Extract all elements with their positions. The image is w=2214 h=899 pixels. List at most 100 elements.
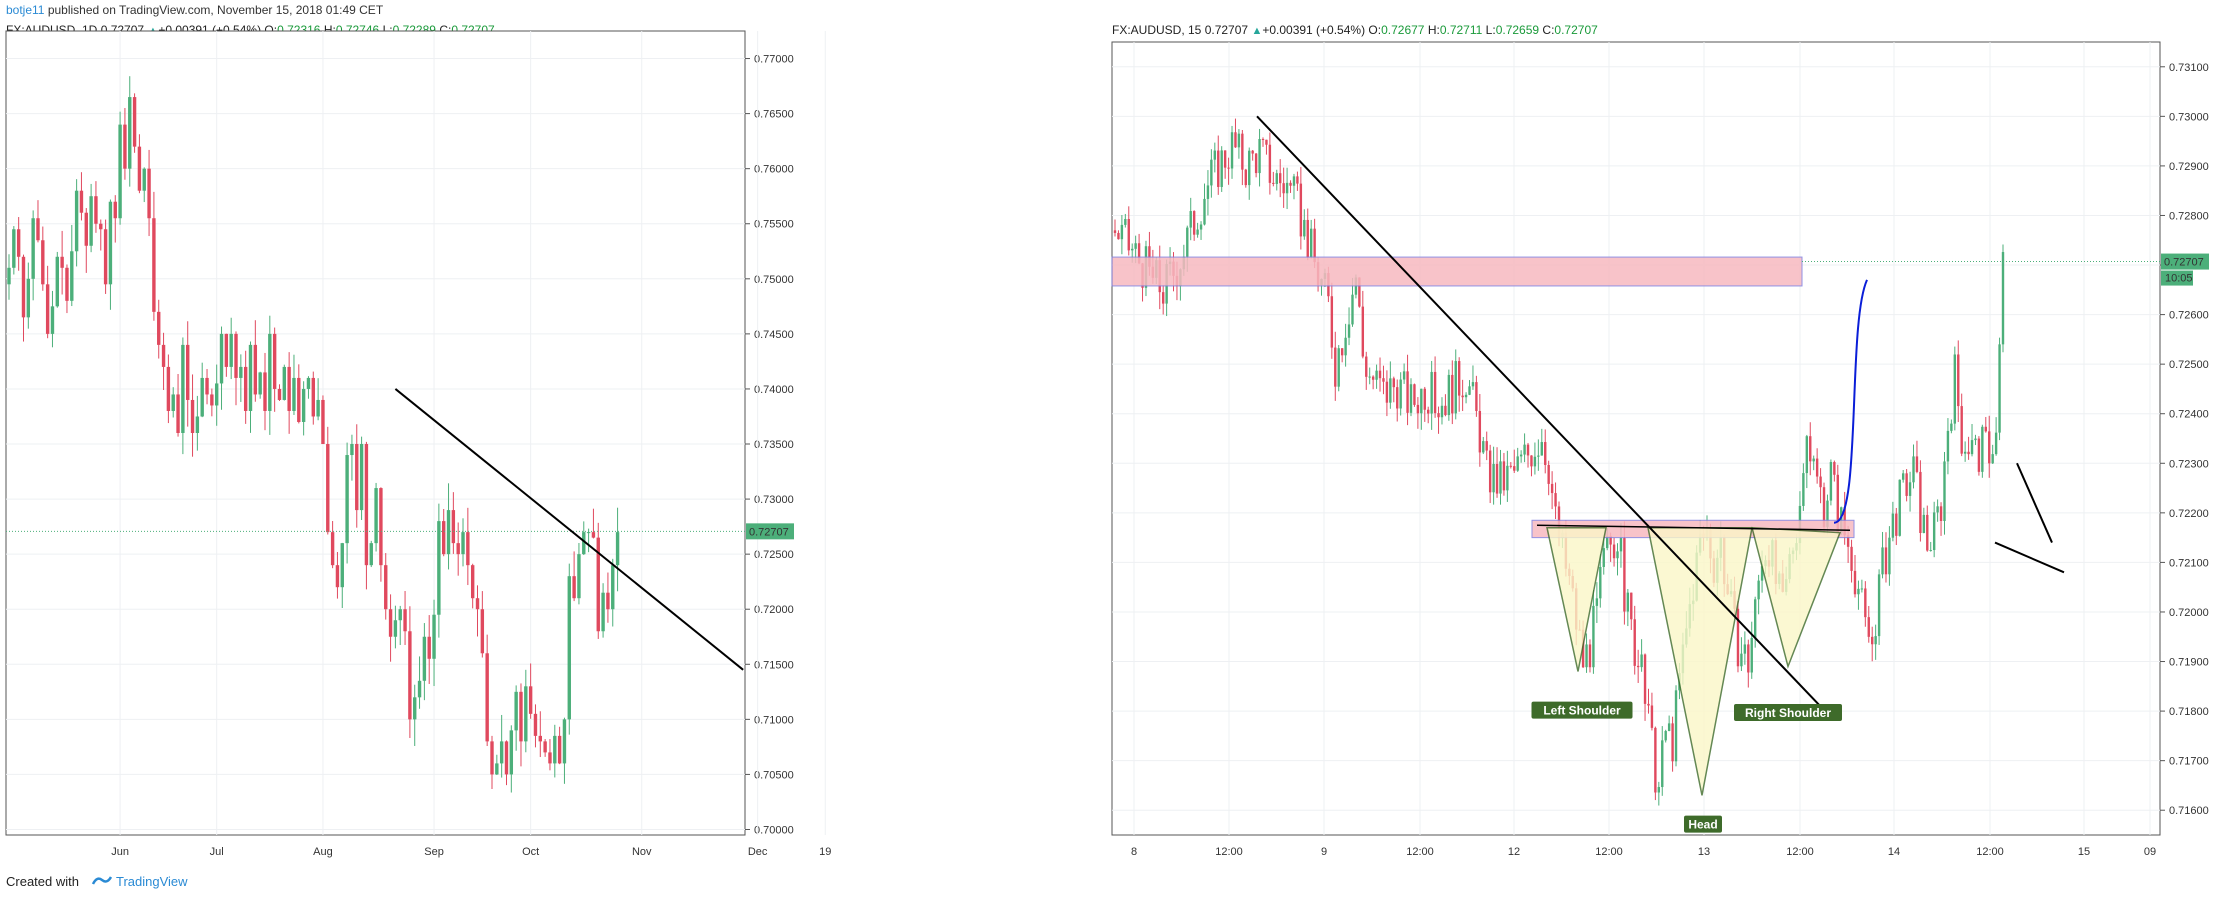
daily-candle: [190, 399, 195, 433]
intraday-candle: [1664, 730, 1667, 741]
intraday-candle: [1523, 444, 1526, 455]
intraday-candle: [1946, 430, 1950, 462]
daily-price-tag: [746, 523, 794, 540]
intraday-candle: [1540, 442, 1543, 456]
intraday-candle: [1888, 537, 1891, 575]
intraday-candle: [1871, 636, 1874, 645]
intraday-candle: [1254, 153, 1258, 174]
intraday-candle: [1740, 653, 1743, 667]
daily-candle: [161, 344, 166, 367]
intraday-candle: [1113, 230, 1117, 233]
daily-x-tick-label: Jun: [111, 846, 129, 858]
intraday-candle: [1750, 637, 1753, 673]
intraday-candle: [1647, 703, 1650, 706]
flag-line-upper: [2016, 462, 2053, 543]
intraday-candle: [1306, 219, 1309, 258]
intraday-candle: [1550, 483, 1554, 494]
intraday-candle: [1492, 463, 1495, 493]
intraday-chart: 0.731000.730000.729000.728000.727000.726…: [1111, 41, 2209, 858]
intraday-candle: [1475, 382, 1478, 412]
intraday-candle: [1977, 438, 1981, 472]
daily-y-tick-label: 0.74500: [754, 329, 794, 341]
intraday-candle: [1423, 388, 1426, 410]
daily-candle: [533, 713, 538, 736]
daily-candle: [446, 510, 451, 555]
daily-candle: [268, 333, 272, 411]
intraday-candle: [1371, 376, 1375, 380]
daily-candle: [422, 636, 427, 681]
intraday-candle: [1860, 588, 1864, 590]
intraday-candle: [1189, 211, 1192, 228]
intraday-x-tick-label: 12:00: [1786, 846, 1814, 858]
daily-candle: [205, 377, 209, 395]
intraday-candle: [1753, 599, 1757, 638]
intraday-candle: [1633, 619, 1636, 666]
intraday-y-tick-label: 0.72400: [2169, 409, 2209, 421]
intraday-candle: [1502, 461, 1506, 491]
daily-candle: [350, 444, 354, 456]
intraday-candle: [1957, 354, 1960, 407]
intraday-candle: [1605, 535, 1609, 549]
daily-candle: [123, 124, 127, 169]
author-link[interactable]: botje11: [6, 3, 45, 17]
daily-candle: [466, 532, 470, 566]
daily-candle: [326, 444, 330, 533]
legend-last: 0.72707: [1204, 23, 1249, 37]
intraday-candle: [1206, 185, 1210, 199]
intraday-price-tag-label: 0.72707: [2164, 257, 2204, 269]
daily-candle: [485, 653, 489, 742]
intraday-candle: [1981, 426, 1984, 472]
intraday-candle: [1230, 132, 1234, 169]
intraday-candle: [1117, 232, 1120, 240]
intraday-price-tag: [2161, 253, 2209, 270]
intraday-candle: [1161, 292, 1165, 304]
daily-candle: [210, 394, 214, 406]
daily-candle: [152, 218, 156, 312]
intraday-y-tick-label: 0.72100: [2169, 557, 2209, 569]
intraday-candle: [1402, 371, 1406, 380]
daily-candle: [456, 543, 460, 555]
intraday-candle: [1612, 544, 1616, 559]
daily-candle: [113, 201, 117, 219]
intraday-candle: [1736, 608, 1740, 667]
intraday-candle: [1275, 173, 1278, 184]
intraday-candle: [1396, 387, 1399, 409]
daily-candle: [586, 532, 591, 534]
intraday-candle: [1261, 139, 1265, 141]
daily-x-tick-label: 19: [819, 846, 831, 858]
daily-candle: [442, 521, 446, 555]
daily-price-tag-label: 0.72707: [749, 526, 789, 538]
daily-candle: [495, 763, 499, 775]
daily-candle: [514, 691, 518, 731]
intraday-candle: [1874, 636, 1877, 645]
intraday-candle: [1908, 482, 1912, 496]
legend-o-label: O:: [1368, 23, 1382, 37]
daily-candle: [214, 383, 219, 406]
intraday-y-tick-label: 0.71700: [2169, 756, 2209, 768]
daily-candle: [345, 455, 349, 544]
intraday-candle: [1661, 740, 1664, 788]
intraday-candle: [1516, 456, 1519, 471]
footer-brand[interactable]: TradingView: [116, 874, 188, 889]
intraday-x-tick-label: 12:00: [1595, 846, 1623, 858]
intraday-candle: [1509, 465, 1513, 467]
intraday-candle: [1922, 514, 1926, 533]
intraday-x-tick-label: 8: [1131, 846, 1137, 858]
intraday-candle: [1186, 227, 1189, 257]
daily-candle: [340, 543, 344, 588]
daily-candle: [263, 372, 267, 411]
intraday-candle: [1988, 431, 1991, 464]
intraday-x-tick-label: 12:00: [1976, 846, 2004, 858]
intraday-candle: [1406, 371, 1409, 413]
intraday-candle: [1657, 787, 1661, 793]
intraday-candle: [1457, 361, 1461, 396]
intraday-candle: [1468, 386, 1471, 395]
intraday-candle: [1915, 456, 1919, 472]
intraday-y-tick-label: 0.72300: [2169, 458, 2209, 470]
intraday-candle: [1867, 617, 1870, 637]
intraday-candle: [1279, 173, 1282, 184]
daily-candle: [432, 614, 436, 659]
intraday-candle: [1506, 465, 1509, 491]
legend-l-label: L:: [382, 23, 393, 37]
